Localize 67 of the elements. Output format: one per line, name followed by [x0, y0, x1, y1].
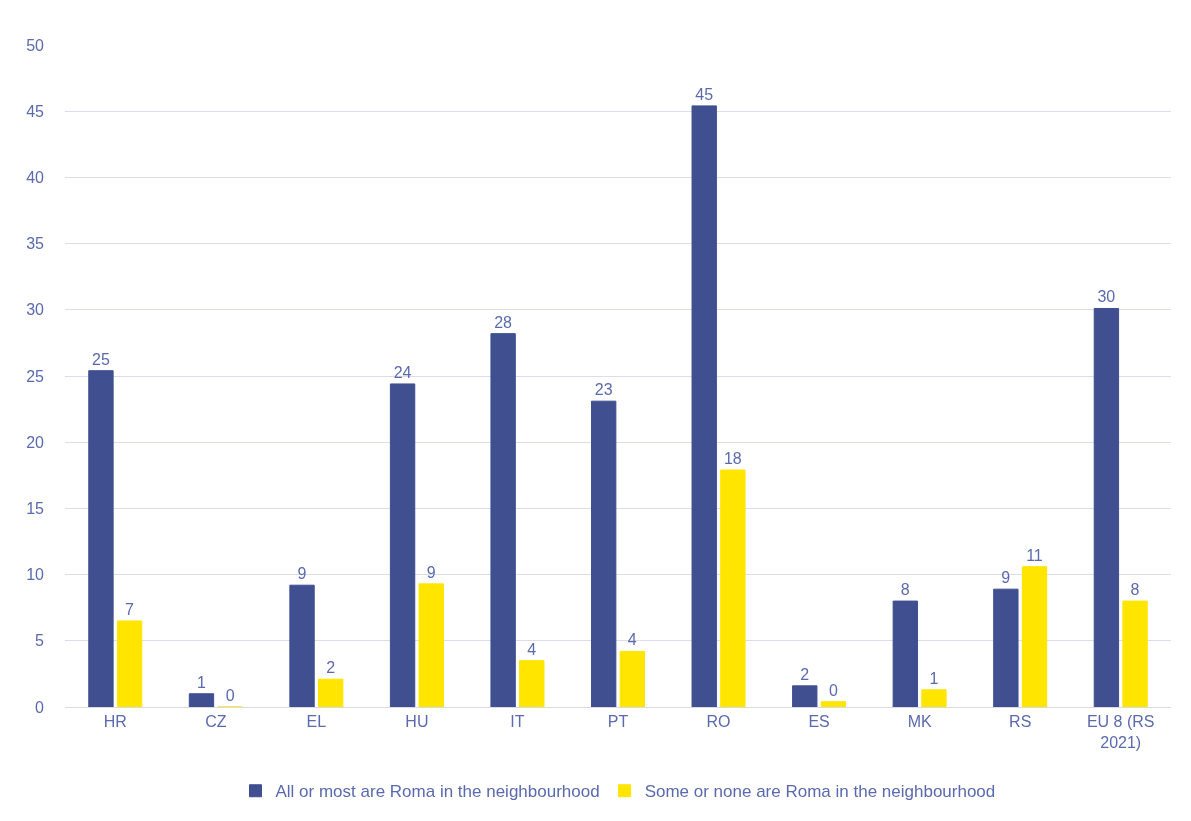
data-label: 0: [225, 687, 235, 704]
data-label: 9: [426, 563, 436, 581]
data-label: 30: [1097, 288, 1116, 306]
x-tick-label: HR: [103, 713, 127, 731]
data-label: 7: [125, 600, 135, 618]
x-tick-label: HU: [405, 713, 429, 731]
data-label: 8: [900, 581, 910, 599]
data-label: 2: [326, 659, 336, 677]
y-tick-label: 35: [26, 235, 45, 253]
data-label: 25: [92, 350, 110, 368]
y-tick-label: 45: [26, 102, 45, 120]
bar: [691, 105, 717, 707]
y-tick-label: 10: [26, 566, 45, 584]
data-label: 9: [297, 565, 307, 583]
y-tick-label: 0: [35, 698, 45, 716]
data-label: 4: [627, 631, 637, 649]
bar: [792, 685, 818, 707]
y-tick-label: 40: [26, 169, 45, 186]
bar: [993, 588, 1019, 707]
bar: [188, 693, 215, 707]
data-label: 28: [494, 313, 513, 331]
legend-label: Some or none are Roma in the neighbourhood: [644, 782, 996, 802]
data-label: 0: [828, 681, 838, 699]
bar: [318, 678, 344, 707]
x-tick-label: EU 8 (RS 2021): [1086, 713, 1155, 751]
y-tick-label: 20: [26, 433, 45, 451]
bar: [590, 400, 617, 707]
legend-label: All or most are Roma in the neighbourhood: [275, 782, 600, 802]
bar: [921, 689, 947, 707]
bar: [1021, 566, 1048, 707]
x-tick-label: MK: [907, 713, 932, 731]
bar: [892, 600, 918, 707]
bar: [519, 660, 545, 707]
y-tick-label: 15: [26, 500, 45, 517]
x-tick-label: CZ: [205, 713, 227, 731]
bar: [289, 584, 315, 707]
data-label: 24: [393, 363, 412, 381]
data-label: 1: [929, 669, 939, 687]
bar: [490, 333, 516, 707]
data-label: 1: [196, 673, 206, 691]
x-tick-label: ES: [808, 713, 830, 731]
data-label: 11: [1026, 546, 1043, 564]
x-tick-label: EL: [306, 713, 327, 731]
data-label: 4: [527, 640, 537, 658]
x-tick-label: PT: [607, 713, 629, 731]
y-tick-label: 25: [26, 367, 45, 385]
bar: [418, 583, 444, 707]
bar: [820, 701, 847, 707]
y-tick-label: 5: [35, 632, 45, 650]
data-label: 9: [1001, 569, 1011, 587]
bar: [116, 620, 143, 707]
data-label: 45: [695, 85, 714, 103]
bar: [88, 370, 114, 707]
x-tick-label: RO: [706, 713, 731, 731]
bar: [619, 650, 646, 707]
bar: [720, 469, 746, 707]
y-tick-label: 50: [26, 36, 45, 54]
y-tick-label: 30: [26, 301, 45, 319]
data-label: 8: [1130, 581, 1140, 599]
data-label: 18: [723, 450, 742, 467]
bar: [1093, 307, 1120, 707]
bar: [389, 383, 416, 707]
data-label: 23: [594, 381, 613, 399]
bar: [1122, 600, 1148, 707]
x-tick-label: RS: [1009, 713, 1032, 731]
x-tick-label: IT: [510, 713, 525, 731]
data-label: 2: [800, 665, 810, 683]
